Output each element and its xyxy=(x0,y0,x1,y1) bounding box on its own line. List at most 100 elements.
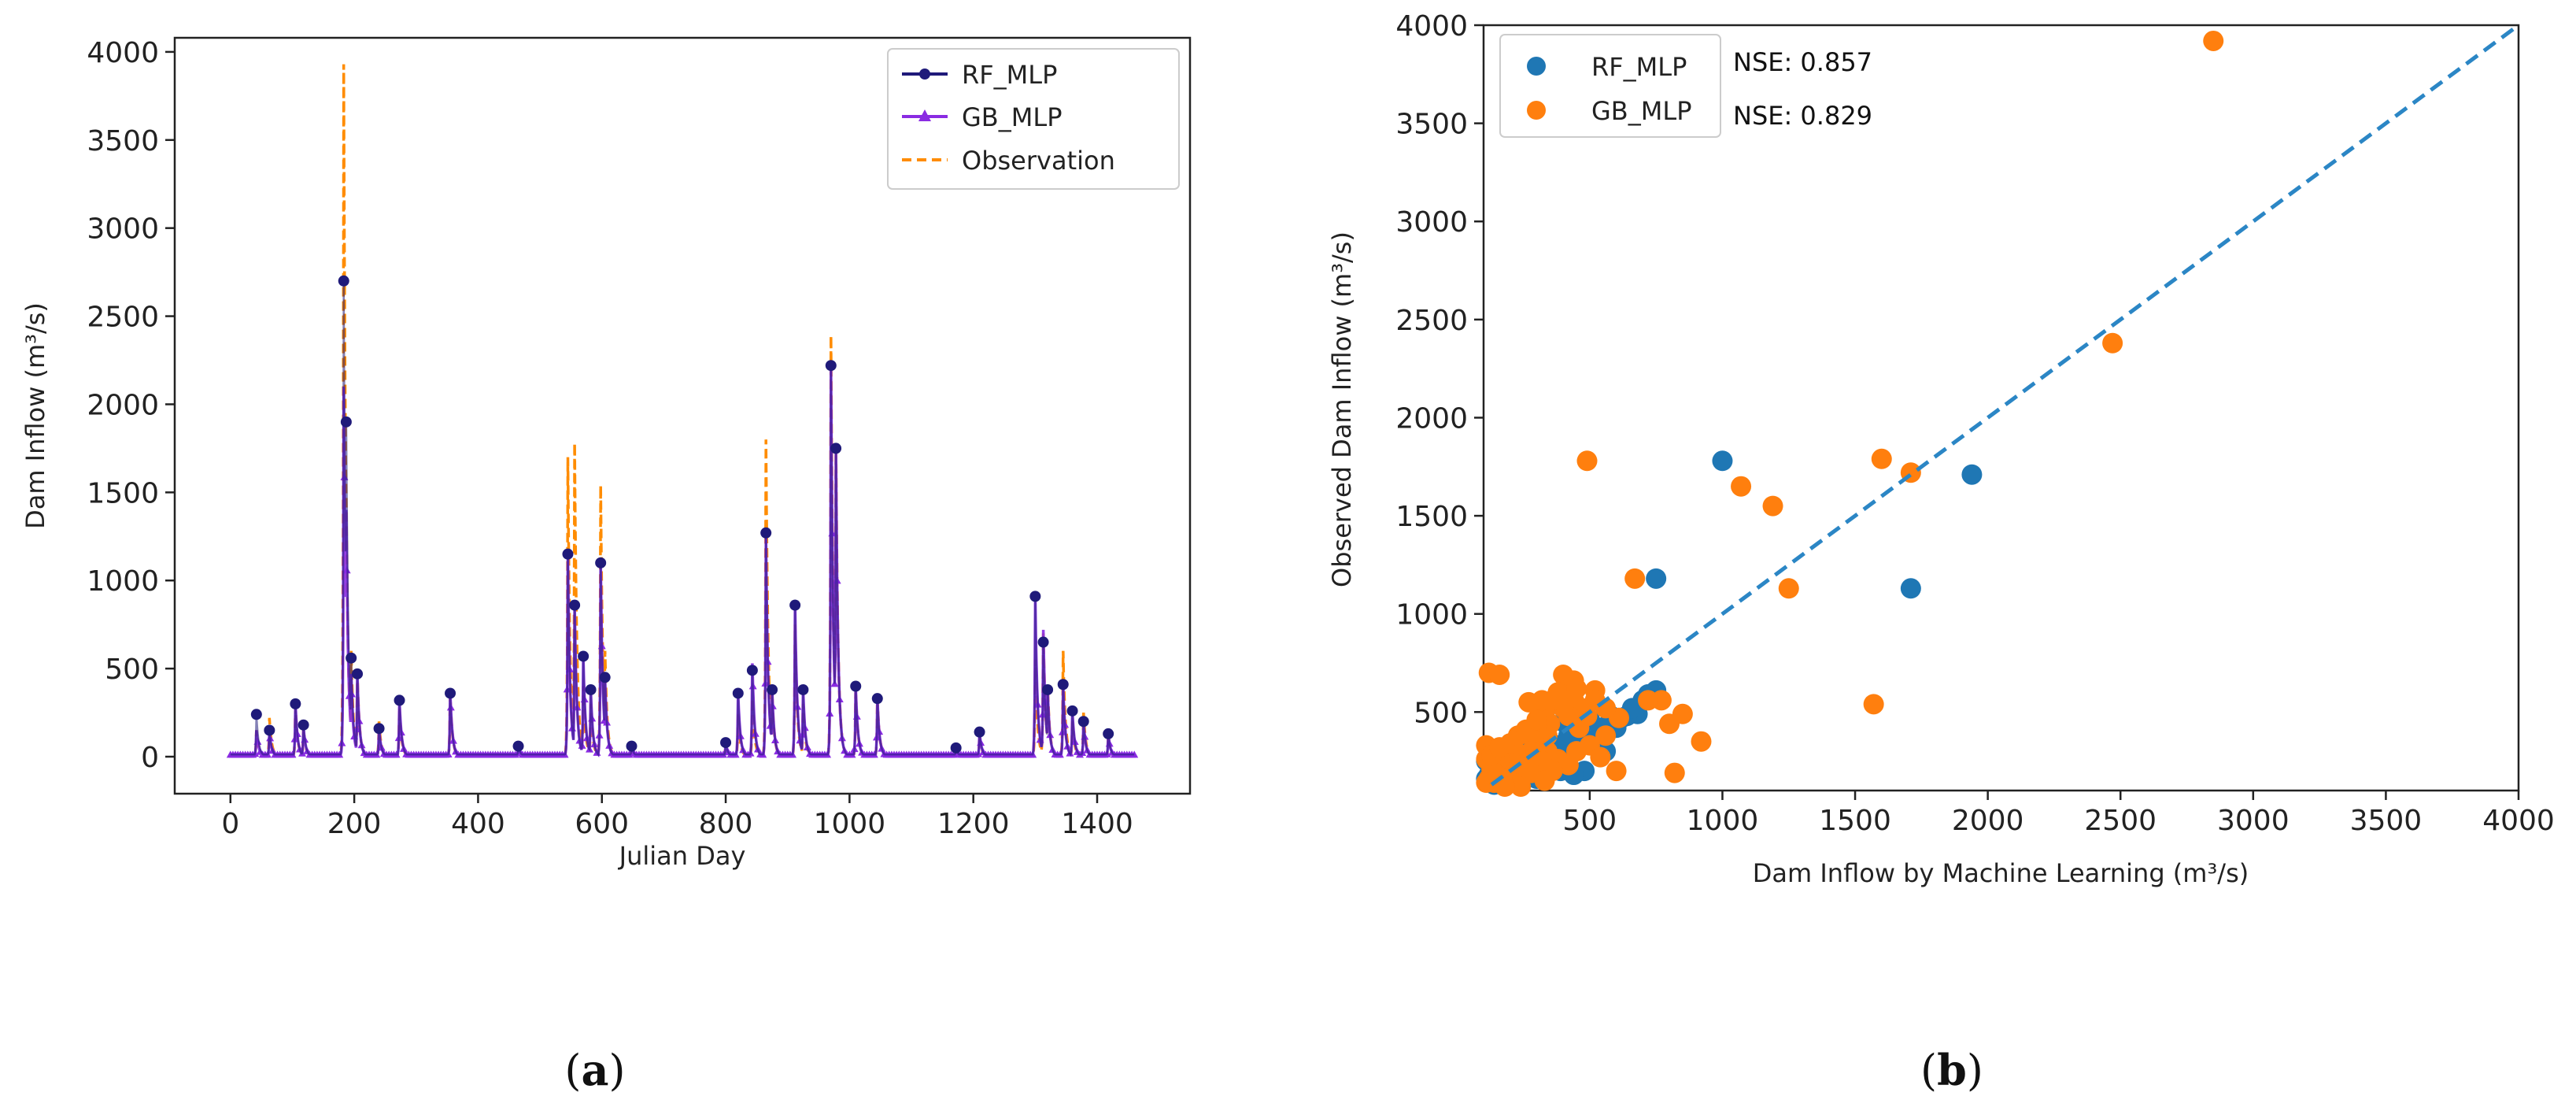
panel-a-x-tick-label: 200 xyxy=(327,808,382,840)
panel-b-y-tick-label: 2500 xyxy=(1395,305,1468,337)
legend-gb-mlp-label: GB_MLP xyxy=(962,102,1062,132)
panel-b-caption: (b) xyxy=(1920,1045,1983,1095)
rf-mlp-marker xyxy=(569,599,581,611)
gb-mlp-point xyxy=(2203,30,2224,51)
rf-mlp-marker xyxy=(797,683,809,695)
legend-rf-mlp-label: RF_MLP xyxy=(962,60,1057,90)
panel-a-y-ticks: 0 500 1000 1500 2000 2500 3000 3500 4000 xyxy=(87,37,175,774)
gb-mlp-point xyxy=(2102,332,2123,354)
rf-mlp-marker xyxy=(512,740,524,752)
panel-a-y-axis-label: Dam Inflow (m³/s) xyxy=(20,302,50,529)
rf-mlp-marker xyxy=(290,698,301,709)
rf-mlp-marker xyxy=(850,680,862,692)
panel-a-y-tick-label: 1000 xyxy=(87,565,159,598)
gb-mlp-point xyxy=(1691,731,1712,752)
rf-mlp-marker xyxy=(562,548,574,560)
legend-observation-label: Observation xyxy=(962,146,1115,176)
panel-b-gb-mlp-points xyxy=(1476,30,2224,798)
rf-mlp-marker xyxy=(732,687,744,699)
legend-b-rf-mlp-marker xyxy=(1527,57,1546,76)
gb-mlp-point xyxy=(1606,761,1627,782)
panel-b-y-tick-label: 3500 xyxy=(1395,109,1468,141)
rf-mlp-marker xyxy=(264,724,275,736)
gb-mlp-point xyxy=(1534,770,1555,791)
rf-mlp-marker xyxy=(578,650,589,662)
gb-mlp-point xyxy=(1526,709,1547,731)
legend-rf-mlp-marker xyxy=(919,69,930,80)
rf-mlp-marker xyxy=(746,665,758,676)
panel-a-y-tick-label: 0 xyxy=(141,742,159,774)
rf-mlp-marker xyxy=(974,726,985,738)
panel-a-x-axis-label: Julian Day xyxy=(618,841,746,871)
nse-gb-mlp-annotation: NSE: 0.829 xyxy=(1733,101,1872,131)
legend-gb-mlp-marker xyxy=(918,109,931,121)
gb-mlp-point xyxy=(1518,691,1539,713)
rf-mlp-marker xyxy=(394,694,405,706)
panel-a-x-tick-label: 600 xyxy=(575,808,629,840)
panel-b-x-ticks: 500 1000 1500 2000 2500 3000 3500 4000 xyxy=(1563,791,2555,837)
panel-b-x-tick-label: 500 xyxy=(1563,805,1617,837)
rf-mlp-marker xyxy=(250,709,262,720)
rf-mlp-marker xyxy=(830,443,842,454)
panel-b-y-tick-label: 1500 xyxy=(1395,501,1468,533)
rf-mlp-marker xyxy=(626,740,638,752)
panel-b-legend: RF_MLP GB_MLP xyxy=(1499,34,1721,138)
gb-mlp-point xyxy=(1762,495,1783,517)
gb-mlp-point xyxy=(1494,776,1515,798)
panel-b-scatter-chart: 500 1000 1500 2000 2500 3000 3500 4000 500 1000 1… xyxy=(1327,10,2555,1095)
panel-b-y-tick-label: 2000 xyxy=(1395,402,1468,435)
gb-mlp-point xyxy=(1576,450,1598,472)
rf-mlp-marker xyxy=(767,683,778,695)
rf-mlp-point xyxy=(1961,464,1983,485)
rf-mlp-marker xyxy=(1029,591,1041,602)
panel-a-y-tick-label: 3000 xyxy=(87,213,159,246)
panel-a-x-tick-label: 400 xyxy=(451,808,505,840)
legend-b-gb-mlp-marker xyxy=(1527,101,1546,120)
rf-mlp-point xyxy=(1900,578,1921,599)
rf-mlp-marker xyxy=(871,693,883,705)
panel-b-x-tick-label: 4000 xyxy=(2482,805,2555,837)
gb-mlp-point xyxy=(1566,678,1587,699)
rf-mlp-marker xyxy=(1057,679,1069,691)
gb-mlp-point xyxy=(1778,578,1799,599)
gb-mlp-point xyxy=(1664,762,1685,783)
gb-mlp-point xyxy=(1590,746,1611,768)
gb-mlp-point xyxy=(1476,772,1497,794)
rf-mlp-point xyxy=(1646,568,1667,589)
rf-mlp-line xyxy=(230,280,1135,757)
gb-mlp-point xyxy=(1638,690,1659,711)
rf-mlp-marker xyxy=(760,527,772,539)
panel-b-y-tick-label: 1000 xyxy=(1395,599,1468,631)
panel-a-y-tick-label: 3500 xyxy=(87,125,159,157)
panel-a-x-tick-label: 1000 xyxy=(814,808,886,840)
rf-mlp-marker xyxy=(373,723,385,735)
panel-a-rf-mlp-series xyxy=(230,275,1135,757)
rf-mlp-marker xyxy=(346,652,357,664)
panel-a-x-tick-label: 800 xyxy=(699,808,753,840)
gb-mlp-point xyxy=(1595,725,1617,746)
panel-a-legend: RF_MLP GB_MLP Observation xyxy=(887,48,1180,190)
panel-a-caption: (a) xyxy=(564,1045,625,1095)
nse-rf-mlp-annotation: NSE: 0.857 xyxy=(1733,47,1872,77)
panel-b-one-to-one-line xyxy=(1490,23,2520,787)
gb-mlp-point xyxy=(1659,713,1680,735)
gb-mlp-point xyxy=(1489,664,1510,685)
gb-mlp-point xyxy=(1510,776,1532,798)
panel-b-x-tick-label: 2500 xyxy=(2084,805,2157,837)
panel-a-x-tick-label: 1400 xyxy=(1061,808,1133,840)
panel-a-y-tick-label: 1500 xyxy=(87,477,159,509)
rf-mlp-marker xyxy=(445,687,456,699)
panel-b-y-tick-label: 500 xyxy=(1414,697,1468,729)
rf-mlp-marker xyxy=(338,275,349,287)
panel-a-y-tick-label: 2000 xyxy=(87,389,159,421)
rf-mlp-marker xyxy=(599,672,611,683)
panel-b-x-axis-label: Dam Inflow by Machine Learning (m³/s) xyxy=(1753,858,2249,888)
panel-b-x-tick-label: 2000 xyxy=(1952,805,2024,837)
gb-mlp-point xyxy=(1871,448,1892,469)
rf-mlp-marker xyxy=(585,683,597,695)
gb-mlp-marker xyxy=(1130,750,1139,758)
panel-a-line-chart: 0 500 1000 1500 2000 2500 3000 3500 4000 0 200 400… xyxy=(20,36,1192,1095)
rf-mlp-marker xyxy=(1037,636,1049,648)
legend-b-gb-mlp-label: GB_MLP xyxy=(1591,96,1691,126)
